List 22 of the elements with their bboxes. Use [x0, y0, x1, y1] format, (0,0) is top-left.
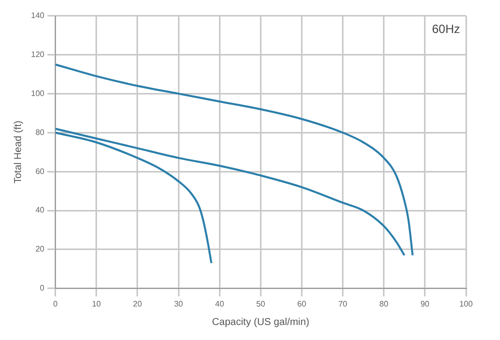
y-tick-label: 40	[35, 206, 45, 215]
x-tick-label: 80	[379, 299, 389, 308]
annotation: 60Hz	[432, 22, 460, 36]
x-tick-label: 70	[338, 299, 348, 308]
x-tick-label: 10	[92, 299, 102, 308]
y-tick-label: 120	[30, 50, 45, 59]
y-axis-title: Total Head (ft)	[12, 120, 24, 184]
y-tick-label: 0	[40, 284, 45, 293]
y-tick-label: 80	[35, 128, 45, 137]
y-tick-label: 60	[35, 166, 45, 176]
x-tick-label: 0	[53, 299, 58, 308]
x-axis-title: Capacity (US gal/min)	[212, 316, 310, 328]
x-tick-label: 50	[256, 299, 266, 308]
x-tick-label: 20	[133, 299, 142, 308]
y-tick-label: 140	[30, 11, 45, 20]
x-tick-label: 40	[215, 299, 225, 308]
x-tick-label: 90	[420, 299, 430, 308]
y-tick-label: 100	[30, 88, 45, 98]
x-tick-label: 30	[174, 299, 184, 308]
y-tick-label: 20	[35, 244, 45, 254]
x-tick-label: 60	[297, 299, 307, 308]
x-tick-label: 100	[459, 299, 474, 308]
